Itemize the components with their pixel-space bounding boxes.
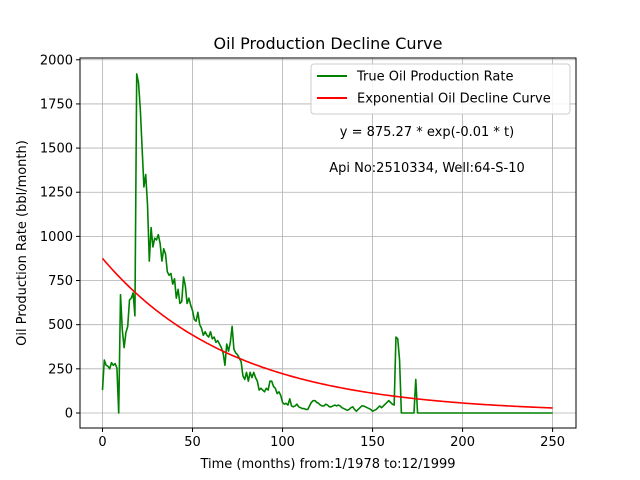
x-tick-label: 0	[98, 435, 106, 450]
x-tick-label: 250	[540, 435, 565, 450]
y-tick-label: 2000	[40, 53, 73, 68]
x-axis-label: Time (months) from:1/1978 to:12/1999	[199, 457, 455, 472]
y-tick-label: 0	[65, 406, 73, 421]
x-axis-ticks: 0 50 100 150 200 250	[98, 428, 565, 450]
chart-title: Oil Production Decline Curve	[214, 34, 443, 53]
legend-label-decline-curve: Exponential Oil Decline Curve	[357, 92, 551, 107]
x-tick-label: 50	[184, 435, 201, 450]
well-annotation: Api No:2510334, Well:64-S-10	[329, 161, 525, 176]
y-tick-label: 1500	[40, 142, 73, 157]
legend-box	[310, 63, 571, 115]
x-tick-label: 150	[360, 435, 385, 450]
y-axis-ticks: 0 250 500 750 1000 1250 1500 1750 2000	[40, 53, 80, 421]
plot-frame	[79, 57, 577, 429]
y-tick-label: 750	[48, 274, 73, 289]
x-tick-label: 200	[450, 435, 475, 450]
y-tick-label: 1000	[40, 230, 73, 245]
y-tick-label: 500	[48, 318, 73, 333]
legend-label-true-rate: True Oil Production Rate	[356, 70, 513, 85]
legend: True Oil Production Rate Exponential Oil…	[310, 63, 571, 115]
y-tick-label: 1250	[40, 186, 73, 201]
true-production-line	[101, 73, 553, 414]
x-tick-label: 100	[270, 435, 295, 450]
y-tick-label: 1750	[40, 97, 73, 112]
decline-curve-line	[101, 257, 553, 409]
equation-annotation: y = 875.27 * exp(-0.01 * t)	[340, 125, 514, 140]
plot-area	[80, 58, 576, 428]
y-tick-label: 250	[48, 362, 73, 377]
series-layer	[101, 73, 553, 414]
y-axis-label: Oil Production Rate (bbl/month)	[15, 140, 30, 346]
